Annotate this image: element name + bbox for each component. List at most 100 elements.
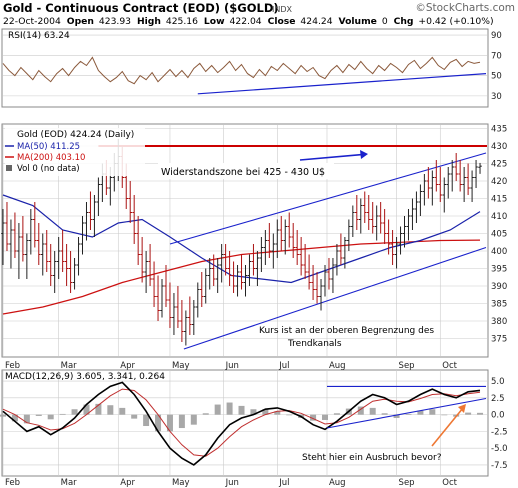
price-bar xyxy=(144,251,148,293)
price-bar xyxy=(215,258,220,293)
price-bar xyxy=(311,265,315,300)
price-bar xyxy=(172,293,176,335)
price-bar xyxy=(223,244,228,276)
price-bar xyxy=(25,233,29,279)
price-bar xyxy=(140,237,144,283)
macd-tick-label: 0.0 xyxy=(491,411,505,421)
price-bar xyxy=(410,198,415,230)
price-bar xyxy=(68,251,73,293)
price-bar xyxy=(382,209,387,244)
macd-tick-label: 5.0 xyxy=(491,377,505,387)
rsi-tick-label: 30 xyxy=(491,92,502,102)
low-label: Low xyxy=(204,16,225,27)
price-bar xyxy=(414,191,419,223)
price-bar xyxy=(180,300,184,342)
price-bar xyxy=(398,226,403,255)
price-bar xyxy=(458,160,462,192)
macd-histogram-bar xyxy=(190,414,197,425)
volume-label: Volume xyxy=(338,16,376,27)
price-legend-box xyxy=(5,128,145,176)
price-bar xyxy=(235,265,240,297)
high-value: 425.16 xyxy=(166,16,198,27)
price-bar xyxy=(263,230,268,265)
channel-note-line-1: Kurs ist an der oberen Begrenzung des xyxy=(259,326,434,336)
price-tick-label: 410 xyxy=(491,212,507,222)
price-bar xyxy=(319,279,323,311)
price-bar xyxy=(96,177,101,216)
price-bar xyxy=(5,202,9,251)
ma200-legend: MA(200) 403.10 xyxy=(17,153,85,163)
month-label: Sep xyxy=(399,361,415,371)
volume-legend: Vol 0 (no data) xyxy=(17,164,80,174)
price-bar xyxy=(307,254,311,290)
resistance-note: Widerstandszone bei 425 - 430 U$ xyxy=(161,167,325,178)
price-bar xyxy=(366,195,371,230)
price-bar xyxy=(442,177,447,213)
quote-line: 22-Oct-2004 Open 423.93 High 425.16 Low … xyxy=(3,16,494,27)
price-bar xyxy=(446,167,451,199)
macd-histogram-bar xyxy=(59,413,66,415)
price-bar xyxy=(88,191,93,230)
price-bar xyxy=(231,261,236,293)
macd-month-label: Aug xyxy=(329,478,346,488)
price-tick-label: 390 xyxy=(491,282,507,292)
macd-histogram-bar xyxy=(107,405,114,415)
macd-histogram-bar xyxy=(465,412,472,415)
price-bar xyxy=(343,237,347,269)
macd-month-label: May xyxy=(172,478,190,488)
macd-histogram-bar xyxy=(178,414,185,429)
price-bar xyxy=(430,170,435,206)
price-tick-label: 380 xyxy=(491,317,507,327)
macd-histogram-bar xyxy=(35,414,42,416)
price-bar xyxy=(152,261,156,307)
rsi-tick-label: 70 xyxy=(491,51,502,61)
price-bar xyxy=(259,237,264,272)
price-bar xyxy=(132,195,136,244)
close-label: Close xyxy=(268,16,296,27)
price-bar xyxy=(92,195,97,237)
macd-month-label: Jul xyxy=(278,478,289,488)
price-bar xyxy=(156,275,160,321)
price-bar xyxy=(128,181,133,223)
price-bar xyxy=(283,219,288,255)
macd-histogram-bar xyxy=(417,410,424,415)
macd-histogram-bar xyxy=(477,412,484,415)
macd-histogram-bar xyxy=(262,409,269,415)
macd-signal-line xyxy=(2,388,481,457)
price-bar xyxy=(390,230,395,265)
macd-tick-label: -7.5 xyxy=(491,461,508,471)
price-bar xyxy=(422,174,427,206)
price-bar xyxy=(406,209,411,241)
macd-histogram-bar xyxy=(166,414,173,432)
price-bar xyxy=(247,254,252,286)
price-bar xyxy=(378,202,383,234)
macd-month-label: Jun xyxy=(225,478,239,488)
price-bar xyxy=(56,237,61,279)
resistance-arrow-shaft xyxy=(299,153,363,161)
price-bar xyxy=(243,265,248,297)
macd-layer: -7.5 -5.0 -2.5 0.0 2.5 5.0 xyxy=(0,377,508,471)
price-bar xyxy=(355,195,359,230)
macd-histogram-bar xyxy=(441,414,448,416)
macd-histogram-bar xyxy=(369,407,376,415)
price-bar xyxy=(331,258,335,293)
macd-histogram-bar xyxy=(47,414,54,420)
macd-histogram-bar xyxy=(23,414,30,424)
price-bar xyxy=(64,244,69,286)
price-bar xyxy=(267,223,272,258)
month-label: Aug xyxy=(329,361,346,371)
price-bar xyxy=(192,300,196,335)
price-bar xyxy=(454,153,458,181)
macd-panel-frame xyxy=(1,369,489,477)
macd-histogram-bar xyxy=(322,414,328,420)
macd-month-label: Oct xyxy=(442,478,457,488)
price-bar xyxy=(13,212,17,258)
macd-histogram-bar xyxy=(250,409,257,415)
macd-tick-label: 2.5 xyxy=(491,394,505,404)
price-bar xyxy=(470,170,474,202)
price-bar xyxy=(347,219,351,251)
price-bar xyxy=(418,184,423,216)
price-bar xyxy=(80,216,85,255)
price-bar xyxy=(9,219,13,269)
rsi-trendline xyxy=(197,73,487,95)
